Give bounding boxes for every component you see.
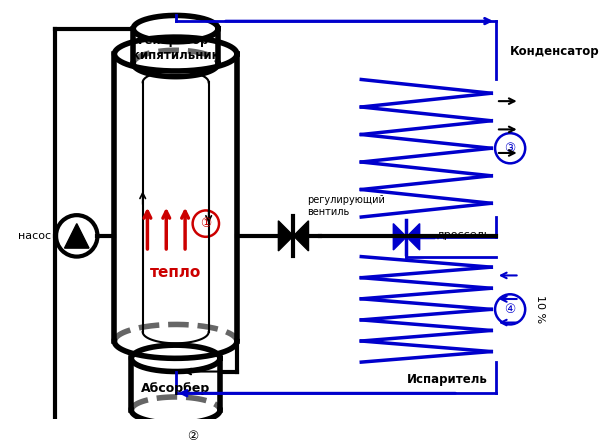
Text: ④: ④: [504, 303, 516, 316]
Text: насос: насос: [18, 231, 51, 241]
Polygon shape: [406, 224, 420, 250]
Polygon shape: [293, 221, 308, 251]
Text: ①: ①: [200, 217, 212, 230]
Text: ③: ③: [504, 142, 516, 155]
Text: Генератор-
кипятильник: Генератор- кипятильник: [132, 34, 220, 62]
Text: Абсорбер: Абсорбер: [141, 381, 211, 395]
Text: Испаритель: Испаритель: [406, 373, 487, 385]
Text: тепло: тепло: [150, 265, 201, 280]
Polygon shape: [64, 224, 89, 248]
Text: 10 %: 10 %: [536, 295, 545, 324]
Text: Конденсатор: Конденсатор: [510, 45, 600, 58]
Polygon shape: [394, 224, 406, 250]
Polygon shape: [278, 221, 293, 251]
Text: ②: ②: [187, 430, 198, 442]
Text: регулирующий
вентиль: регулирующий вентиль: [308, 195, 386, 217]
Text: дроссель: дроссель: [436, 230, 491, 240]
